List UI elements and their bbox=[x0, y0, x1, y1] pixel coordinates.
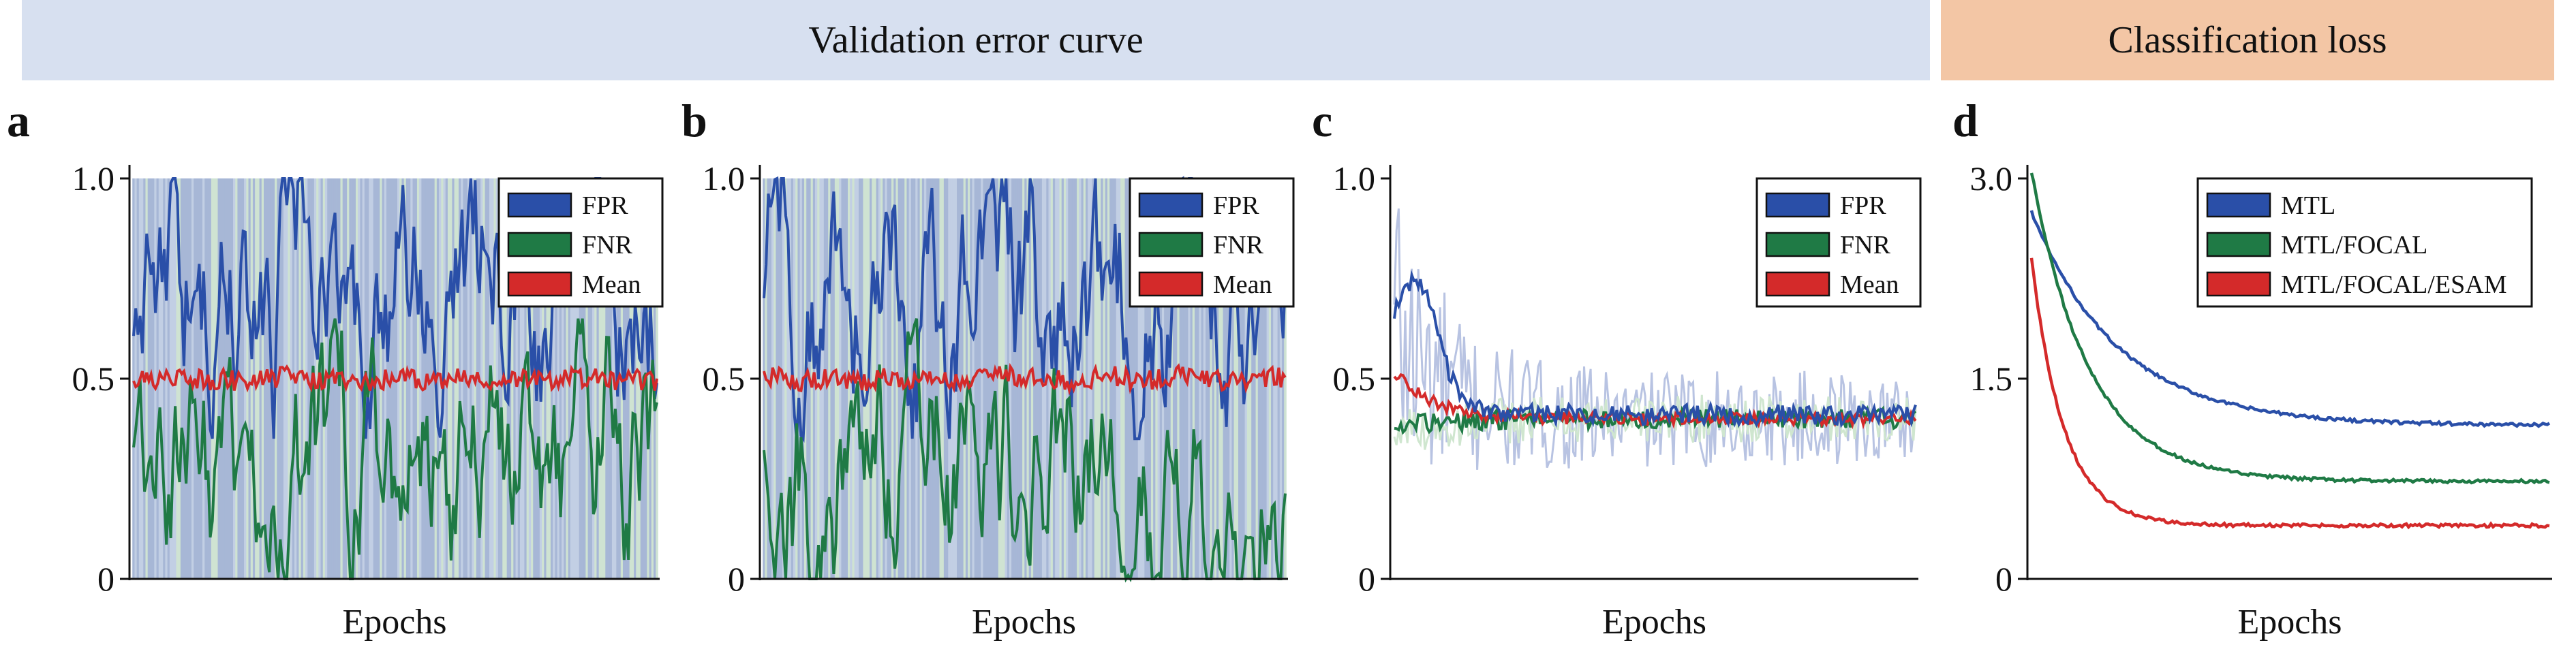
legend-label: Mean bbox=[1213, 270, 1272, 299]
y-tick-label: 0 bbox=[97, 560, 114, 598]
series-line-mtl-focal-esam bbox=[2029, 257, 2550, 530]
legend-swatch bbox=[1765, 192, 1830, 218]
legend-label: MTL bbox=[2281, 191, 2335, 220]
legend-label: Mean bbox=[1840, 270, 1899, 299]
chart-panel-b: 1.0 0.5 0 Epochs FPR FNR Mean bbox=[703, 159, 1295, 642]
y-tick-label: 1.0 bbox=[703, 159, 746, 198]
legend-label: FPR bbox=[582, 191, 628, 220]
y-tick-label: 0 bbox=[728, 560, 745, 598]
y-tick-label: 0.5 bbox=[72, 360, 115, 398]
legend: MTL MTL/FOCAL MTL/FOCAL/ESAM bbox=[2196, 177, 2533, 308]
x-axis-label: Epochs bbox=[1602, 603, 1706, 642]
x-axis-label: Epochs bbox=[2237, 603, 2342, 642]
legend-swatch bbox=[1138, 192, 1203, 218]
chart-panel-a: 1.0 0.5 0 Epochs FPR FNR Mean bbox=[72, 159, 664, 642]
y-tick-label: 1.5 bbox=[1970, 360, 2013, 398]
legend: FPR FNR Mean bbox=[1755, 177, 1922, 308]
y-tick-label: 0 bbox=[1358, 560, 1375, 598]
legend-label: FNR bbox=[1213, 231, 1264, 259]
series-line-mean bbox=[763, 362, 1287, 396]
y-tick-label: 0.5 bbox=[1333, 360, 1376, 398]
chart-panel-c: 1.0 0.5 0 Epochs FPR FNR Mean bbox=[1333, 159, 1922, 642]
x-axis-label: Epochs bbox=[342, 603, 446, 642]
legend-label: FPR bbox=[1213, 191, 1259, 220]
legend-label: FNR bbox=[1840, 231, 1891, 259]
legend-label: FPR bbox=[1840, 191, 1886, 220]
series-line-mean bbox=[132, 364, 658, 393]
y-tick-label: 0 bbox=[1995, 560, 2012, 598]
legend-label: FNR bbox=[582, 231, 633, 259]
legend-label: MTL/FOCAL/ESAM bbox=[2281, 270, 2506, 299]
panel-letter-c: c bbox=[1312, 95, 1333, 146]
legend-swatch bbox=[1765, 271, 1830, 297]
legend-label: Mean bbox=[582, 270, 641, 299]
legend: FPR FNR Mean bbox=[1129, 177, 1295, 308]
legend-label: MTL/FOCAL bbox=[2281, 231, 2427, 259]
y-tick-label: 3.0 bbox=[1970, 159, 2013, 198]
legend-swatch bbox=[507, 232, 572, 257]
y-tick-label: 0.5 bbox=[703, 360, 746, 398]
panel-letter-a: a bbox=[7, 95, 30, 146]
legend-swatch bbox=[2206, 232, 2271, 257]
legend: FPR FNR Mean bbox=[497, 177, 664, 308]
series-line-fnr bbox=[132, 318, 658, 580]
y-tick-label: 1.0 bbox=[1333, 159, 1376, 198]
chart-panel-d: 3.0 1.5 0 Epochs MTL MTL/FOCAL MTL/FOCAL/ESAM bbox=[1970, 159, 2552, 642]
series-line-fnr bbox=[1394, 405, 1917, 436]
panel-letter-b: b bbox=[681, 95, 707, 146]
panel-letter-d: d bbox=[1952, 95, 1978, 146]
x-axis-label: Epochs bbox=[972, 603, 1076, 642]
series-line-fnr bbox=[763, 318, 1287, 583]
series-line-fpr bbox=[1393, 270, 1917, 428]
header-classification-loss: Classification loss bbox=[1941, 0, 2554, 80]
legend-swatch bbox=[1138, 271, 1203, 297]
legend-swatch bbox=[1138, 232, 1203, 257]
header-validation-error-curve: Validation error curve bbox=[22, 0, 1930, 80]
legend-swatch bbox=[507, 271, 572, 297]
series-line-mtl-focal bbox=[2029, 172, 2550, 485]
raw-run-trace bbox=[1393, 208, 1917, 470]
y-tick-label: 1.0 bbox=[72, 159, 115, 198]
series-line-mtl bbox=[2029, 210, 2551, 428]
legend-swatch bbox=[1765, 232, 1830, 257]
legend-swatch bbox=[507, 192, 572, 218]
legend-swatch bbox=[2206, 192, 2271, 218]
legend-swatch bbox=[2206, 271, 2271, 297]
